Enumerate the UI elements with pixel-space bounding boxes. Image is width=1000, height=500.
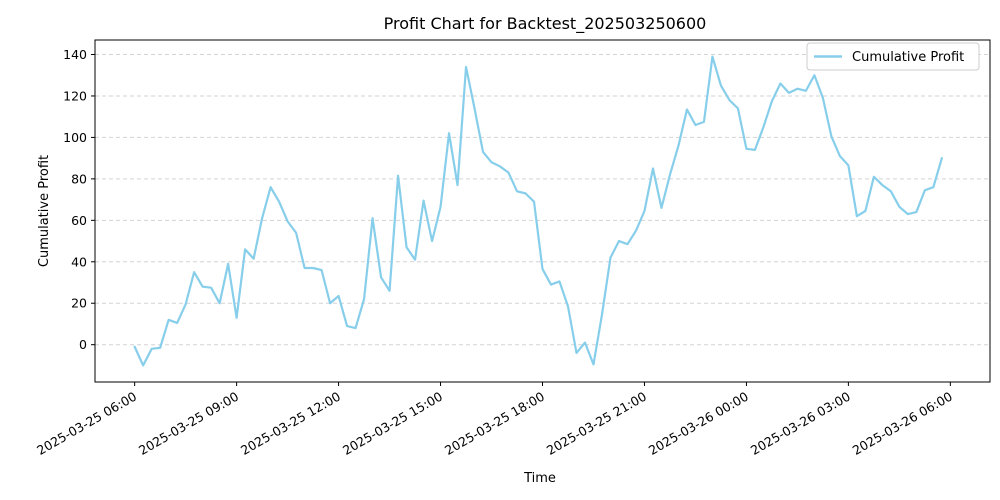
y-tick-label: 120 [63, 88, 87, 103]
y-tick-label: 20 [71, 296, 87, 311]
chart-title: Profit Chart for Backtest_202503250600 [384, 14, 707, 34]
x-tick-label: 2025-03-25 18:00 [442, 389, 547, 458]
x-tick-label: 2025-03-25 12:00 [238, 389, 343, 458]
y-ticks: 0 20 40 60 80 100 120 140 [63, 47, 95, 352]
grid-lines [95, 54, 990, 346]
legend-label: Cumulative Profit [852, 50, 964, 65]
y-tick-label: 0 [79, 337, 87, 352]
x-tick-label: 2025-03-26 03:00 [748, 389, 853, 458]
x-tick-label: 2025-03-26 06:00 [850, 389, 955, 458]
series-lines [133, 55, 943, 367]
x-tick-label: 2025-03-25 21:00 [544, 389, 649, 458]
x-tick-label: 2025-03-25 09:00 [136, 389, 241, 458]
x-tick-label: 2025-03-25 06:00 [34, 389, 139, 458]
x-tick-label: 2025-03-26 00:00 [646, 389, 751, 458]
y-tick-label: 100 [63, 130, 87, 145]
y-tick-label: 140 [63, 47, 87, 62]
y-tick-label: 40 [71, 254, 87, 269]
x-axis-title: Time [523, 471, 556, 486]
y-tick-label: 60 [71, 213, 87, 228]
legend: Cumulative Profit [806, 42, 980, 71]
legend-box [806, 42, 980, 71]
y-tick-label: 80 [71, 171, 87, 186]
y-axis-title: Cumulative Profit [37, 155, 52, 267]
series-line-cumulative-profit [133, 55, 943, 367]
x-tick-label: 2025-03-25 15:00 [340, 389, 445, 458]
